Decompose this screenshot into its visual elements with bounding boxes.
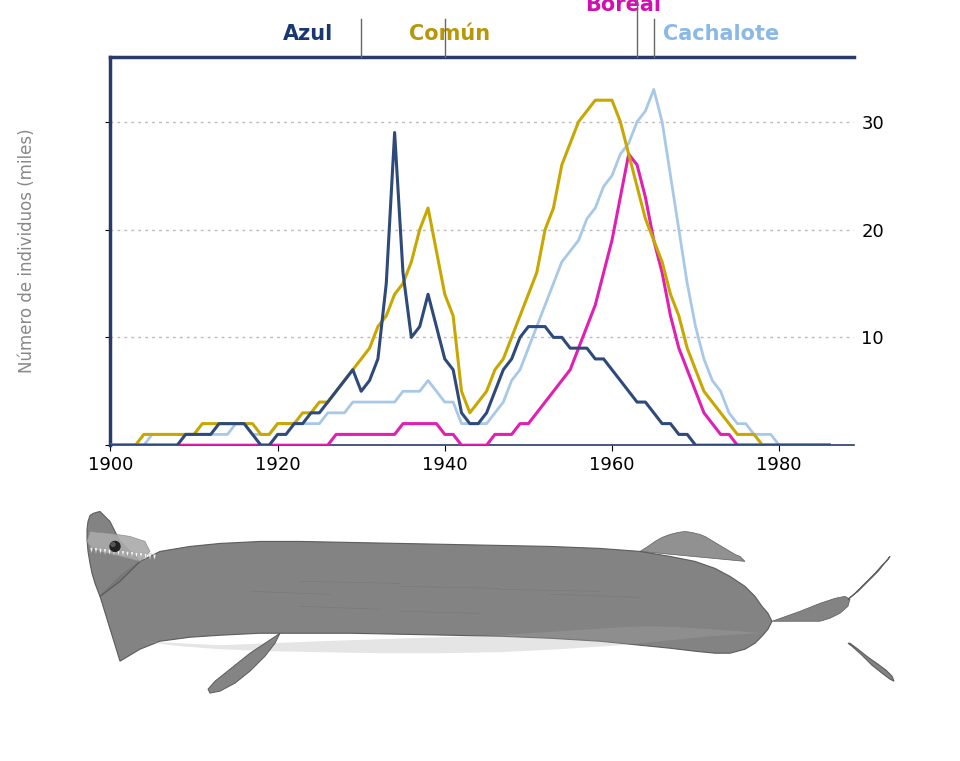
Polygon shape: [90, 547, 93, 553]
Text: Común: Común: [409, 24, 491, 44]
Polygon shape: [640, 531, 745, 562]
Polygon shape: [108, 549, 111, 556]
Circle shape: [111, 543, 115, 546]
Polygon shape: [139, 553, 142, 559]
Polygon shape: [772, 597, 850, 621]
Polygon shape: [104, 549, 107, 555]
Polygon shape: [100, 541, 772, 661]
Polygon shape: [126, 552, 129, 557]
Polygon shape: [122, 551, 125, 557]
Polygon shape: [135, 552, 138, 559]
Polygon shape: [848, 556, 890, 600]
Circle shape: [110, 541, 120, 552]
Text: Cachalote: Cachalote: [662, 24, 780, 44]
Polygon shape: [144, 553, 147, 559]
Polygon shape: [149, 554, 152, 560]
Polygon shape: [153, 555, 156, 560]
Polygon shape: [117, 550, 120, 556]
Text: Número de individuos (miles): Número de individuos (miles): [18, 129, 36, 374]
Polygon shape: [112, 550, 115, 556]
Polygon shape: [131, 552, 133, 558]
Polygon shape: [208, 633, 280, 693]
Text: Boreal: Boreal: [585, 0, 660, 15]
Polygon shape: [94, 548, 98, 554]
Polygon shape: [87, 511, 140, 597]
Polygon shape: [87, 531, 150, 562]
Polygon shape: [140, 626, 760, 653]
Polygon shape: [99, 549, 102, 555]
Polygon shape: [848, 643, 894, 681]
Text: Azul: Azul: [283, 24, 333, 44]
